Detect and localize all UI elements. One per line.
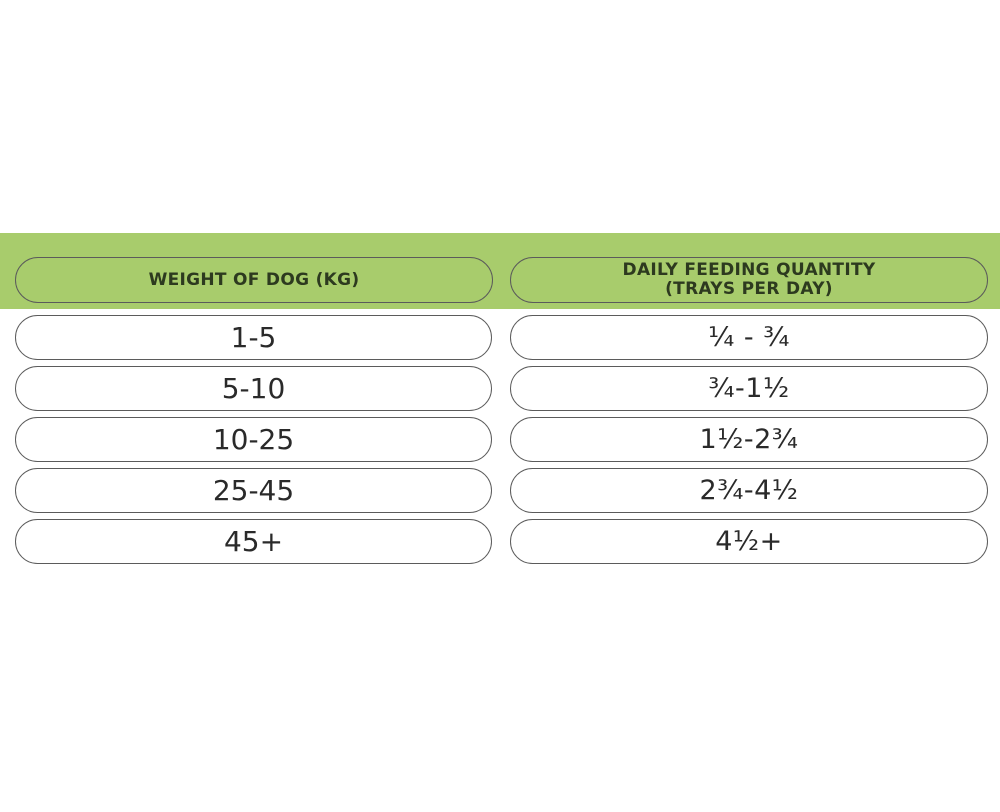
quantity-value: 1½-2¾ — [699, 424, 799, 455]
quantity-cell: 2¾-4½ — [510, 468, 988, 513]
quantity-cell: ¾-1½ — [510, 366, 988, 411]
quantity-column-header: DAILY FEEDING QUANTITY (TRAYS PER DAY) — [510, 257, 988, 303]
weight-value: 10-25 — [212, 423, 295, 456]
quantity-value: 2¾-4½ — [699, 475, 799, 506]
weight-cell: 1-5 — [15, 315, 492, 360]
weight-cell: 25-45 — [15, 468, 492, 513]
weight-value: 45+ — [223, 525, 284, 558]
quantity-value: ¾-1½ — [708, 373, 790, 404]
weight-value: 5-10 — [221, 372, 286, 405]
weight-cell: 45+ — [15, 519, 492, 564]
quantity-cell: 4½+ — [510, 519, 988, 564]
quantity-header-sublabel: (TRAYS PER DAY) — [665, 279, 833, 299]
weight-header-label: WEIGHT OF DOG (KG) — [148, 269, 360, 290]
weight-value: 1-5 — [230, 321, 277, 354]
quantity-header-label: DAILY FEEDING QUANTITY — [622, 260, 876, 280]
quantity-value: ¼ - ¾ — [708, 322, 790, 353]
weight-cell: 10-25 — [15, 417, 492, 462]
quantity-cell: 1½-2¾ — [510, 417, 988, 462]
weight-cell: 5-10 — [15, 366, 492, 411]
weight-value: 25-45 — [212, 474, 295, 507]
quantity-cell: ¼ - ¾ — [510, 315, 988, 360]
weight-column-header: WEIGHT OF DOG (KG) — [15, 257, 493, 303]
quantity-value: 4½+ — [715, 526, 783, 557]
